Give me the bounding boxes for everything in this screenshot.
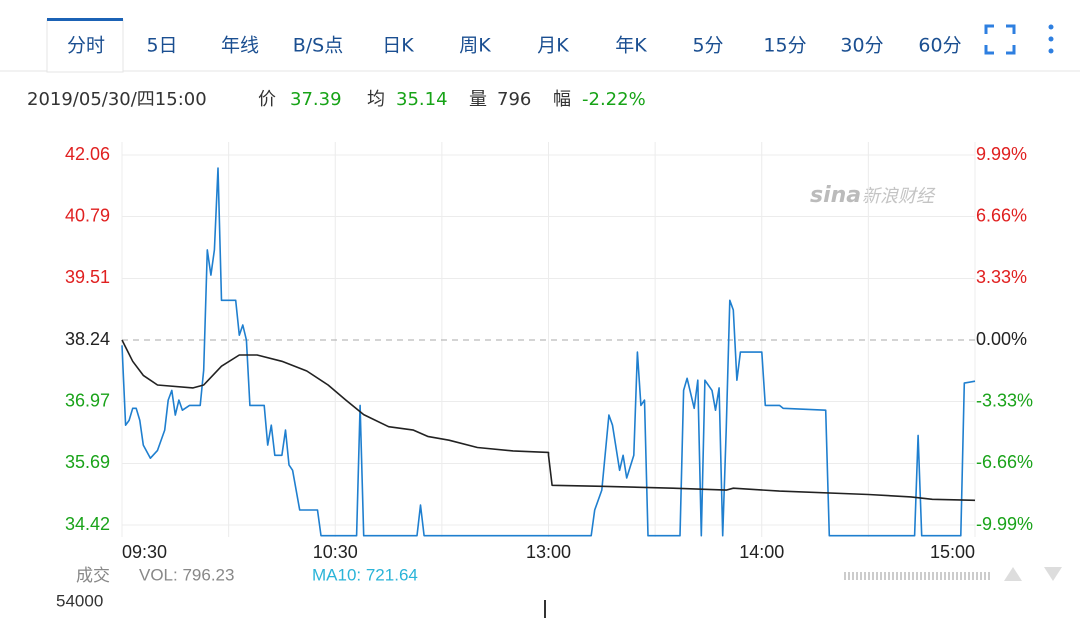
- tab-bar: 分时 5日 年线 B/S点 日K 周K 月K 年K 5分 15分 30分 60分: [67, 35, 962, 57]
- tab[interactable]: 周K: [459, 35, 491, 57]
- x-tick-label: 10:30: [313, 542, 358, 562]
- info-price: 37.39: [290, 89, 342, 110]
- y2-tick-label: 3.33%: [976, 267, 1027, 287]
- info-label: 幅: [553, 89, 571, 110]
- scroll-down[interactable]: [1044, 567, 1062, 581]
- volume-vol: VOL: 796.23: [139, 565, 234, 584]
- fullscreen-icon[interactable]: [984, 24, 1016, 55]
- active-tab-marker: [47, 18, 123, 21]
- y-tick-label: 40.79: [65, 205, 110, 225]
- tab[interactable]: B/S点: [293, 35, 344, 57]
- y2-tick-label: -3.33%: [976, 390, 1033, 410]
- x-tick-label: 13:00: [526, 542, 571, 562]
- plot: [121, 167, 976, 537]
- info-datetime: 2019/05/30/四15:00: [27, 89, 207, 110]
- tab[interactable]: 5分: [692, 35, 723, 57]
- grid: [121, 142, 976, 537]
- tab[interactable]: 60分: [918, 35, 961, 57]
- tab[interactable]: 年K: [615, 35, 647, 57]
- y2-tick-label: 0.00%: [976, 329, 1027, 349]
- tab[interactable]: 分时: [67, 35, 105, 57]
- price-line: [121, 339, 976, 502]
- watermark-name: 新浪财经: [862, 186, 936, 207]
- y-tick-label: 39.51: [65, 267, 110, 287]
- active-tab-box: [46, 19, 124, 73]
- y2-tick-label: 9.99%: [976, 144, 1027, 164]
- price-line: [121, 167, 976, 537]
- info-amp: -2.22%: [582, 89, 646, 110]
- tab[interactable]: 30分: [840, 35, 883, 57]
- y-tick-label: 38.24: [65, 329, 110, 349]
- y-tick-label: 34.42: [65, 514, 110, 534]
- y2-tick-label: -9.99%: [976, 514, 1033, 534]
- x-tick-label: 09:30: [122, 542, 167, 562]
- y-tick-label: 36.97: [65, 390, 110, 410]
- scroll-up[interactable]: [1004, 567, 1022, 581]
- watermark-brand: sina: [810, 183, 861, 208]
- x-tick-label: 14:00: [739, 542, 784, 562]
- tab[interactable]: 5日: [146, 35, 177, 57]
- y2-tick-label: 6.66%: [976, 205, 1027, 225]
- y-tick-label: 42.06: [65, 144, 110, 164]
- tab[interactable]: 日K: [382, 35, 414, 57]
- volume-max: 54000: [56, 591, 103, 610]
- info-label: 价: [258, 89, 276, 110]
- menu-icon[interactable]: [1048, 24, 1054, 54]
- info-vol: 796: [497, 89, 531, 110]
- axes: 42.06 40.79 39.51 38.24 36.97 35.69 34.42 9.99%…: [65, 144, 1033, 562]
- tab[interactable]: 15分: [763, 35, 806, 57]
- tab[interactable]: 年线: [221, 35, 259, 57]
- tab[interactable]: 月K: [537, 35, 569, 57]
- y2-tick-label: -6.66%: [976, 452, 1033, 472]
- info-label: 均: [367, 89, 385, 110]
- volume-ma10: MA10: 721.64: [312, 565, 418, 584]
- volume-label: 成交: [76, 566, 110, 586]
- info-label: 量: [469, 89, 487, 110]
- info-avg: 35.14: [396, 89, 448, 110]
- y-tick-label: 35.69: [65, 452, 110, 472]
- x-tick-label: 15:00: [930, 542, 975, 562]
